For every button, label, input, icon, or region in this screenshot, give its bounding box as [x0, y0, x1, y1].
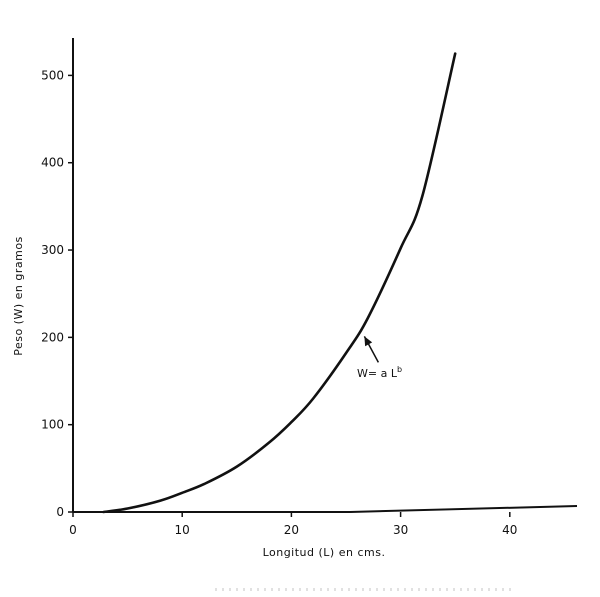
y-tick-label: 300 — [41, 243, 64, 257]
x-ticks: 0 10 20 30 40 — [69, 512, 517, 537]
x-axis-extension-line — [349, 505, 578, 513]
annotation-label: W= a Lb — [357, 365, 402, 380]
x-tick-label: 40 — [502, 523, 517, 537]
y-ticks: 0 100 200 300 400 500 — [41, 68, 73, 519]
y-tick-label: 200 — [41, 330, 64, 344]
annotation-main-text: W= a L — [357, 367, 398, 380]
y-tick-label: 0 — [56, 505, 64, 519]
annotation: W= a Lb — [357, 336, 402, 380]
x-tick-label: 20 — [284, 523, 299, 537]
x-tick-label: 10 — [175, 523, 190, 537]
y-tick-label: 500 — [41, 68, 64, 82]
y-tick-label: 100 — [41, 418, 64, 432]
annotation-superscript: b — [397, 365, 402, 374]
x-tick-label: 30 — [393, 523, 408, 537]
y-axis-title: Peso (W) en gramos — [12, 236, 25, 356]
axes — [72, 38, 350, 513]
y-tick-label: 400 — [41, 156, 64, 170]
caption-smudge — [215, 588, 515, 591]
series-curve — [102, 52, 457, 514]
annotation-arrowhead — [364, 336, 373, 347]
x-axis-title: Longitud (L) en cms. — [263, 546, 386, 559]
x-tick-label: 0 — [69, 523, 77, 537]
